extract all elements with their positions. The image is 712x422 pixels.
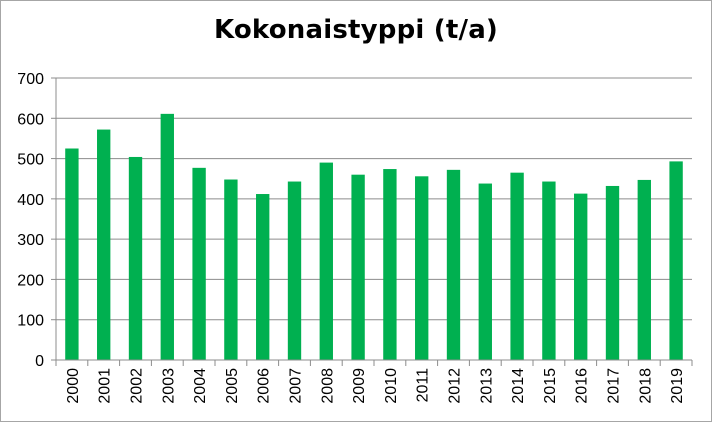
y-tick-label-100: 100 (17, 313, 44, 330)
x-tick-label-2018: 2018 (637, 368, 654, 404)
gridlines (56, 77, 692, 321)
x-tick-label-2004: 2004 (192, 368, 209, 404)
bar-2008 (319, 162, 333, 360)
x-tick-label-2016: 2016 (574, 368, 591, 404)
bar-2004 (192, 167, 206, 360)
bar-2017 (605, 185, 620, 360)
bar-2015 (542, 181, 556, 360)
bar-2005 (224, 179, 238, 360)
x-tick-label-2001: 2001 (97, 368, 114, 404)
x-tick-label-2007: 2007 (288, 368, 305, 404)
y-tick-label-0: 0 (35, 353, 44, 370)
tick-labels: 0 100 200 300 400 500 600 700 2000 2001 2002 2003 20… (17, 71, 686, 404)
bar-2010 (383, 169, 397, 360)
bar-2000 (65, 148, 79, 360)
bar-2016 (574, 193, 588, 360)
x-tick-label-2006: 2006 (256, 368, 273, 404)
bar-2006 (256, 194, 270, 360)
axes (51, 77, 693, 366)
x-tick-label-2012: 2012 (447, 368, 464, 404)
y-tick-label-600: 600 (17, 111, 44, 128)
x-tick-label-2002: 2002 (129, 368, 146, 404)
bar-2001 (97, 129, 111, 360)
y-tick-label-500: 500 (17, 152, 44, 169)
x-tick-label-2017: 2017 (606, 368, 623, 404)
y-tick-label-200: 200 (17, 272, 44, 289)
x-tick-label-2015: 2015 (542, 368, 559, 404)
bar-2013 (478, 183, 492, 360)
bar-2003 (160, 113, 174, 361)
bar-2011 (415, 176, 429, 360)
bar-2014 (510, 172, 524, 360)
chart-title: Kokonaistyppi (t/a) (213, 15, 499, 45)
y-tick-label-400: 400 (17, 192, 44, 209)
x-tick-label-2008: 2008 (319, 368, 336, 404)
x-tick-label-2010: 2010 (383, 368, 400, 404)
bar-2009 (351, 174, 365, 360)
y-tick-label-300: 300 (17, 232, 44, 249)
bars (65, 113, 683, 361)
bar-2007 (287, 181, 302, 360)
x-tick-label-2011: 2011 (415, 368, 432, 403)
bar-2018 (637, 179, 651, 360)
x-tick-label-2009: 2009 (351, 368, 368, 404)
bar-2019 (669, 161, 683, 360)
bar-2012 (446, 169, 461, 360)
x-tick-label-2019: 2019 (669, 368, 686, 404)
x-tick-label-2005: 2005 (224, 368, 241, 404)
x-tick-label-2000: 2000 (65, 368, 82, 404)
x-tick-label-2014: 2014 (510, 368, 527, 404)
y-tick-label-700: 700 (17, 71, 44, 88)
x-tick-label-2013: 2013 (478, 368, 495, 404)
bar-2002 (128, 156, 143, 360)
x-tick-label-2003: 2003 (160, 368, 177, 404)
